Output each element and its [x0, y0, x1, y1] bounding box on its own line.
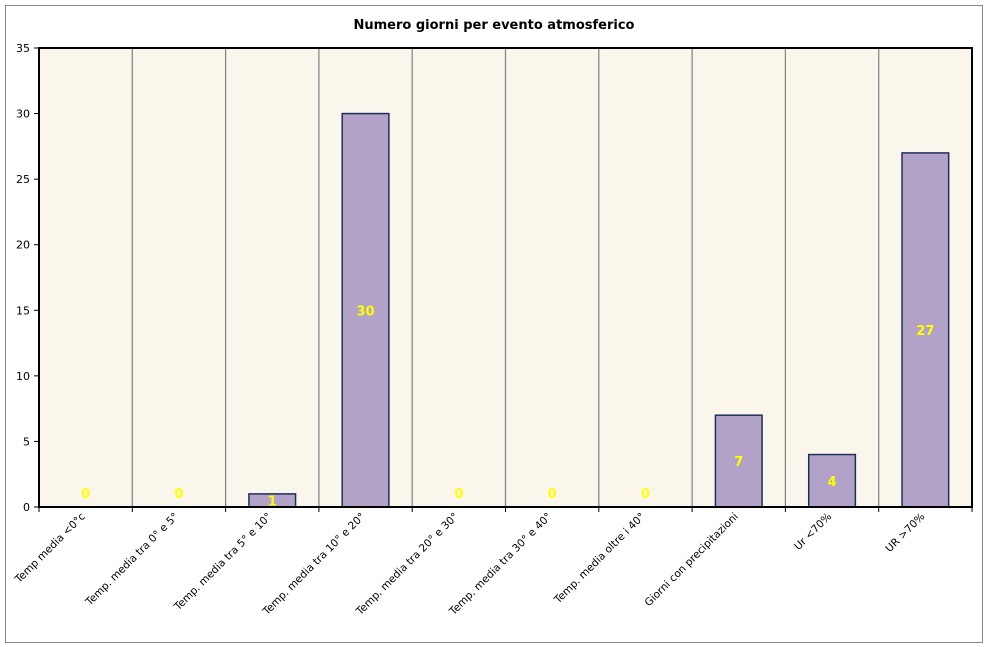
data-label: 0 — [454, 487, 463, 502]
x-tick-label: Giorni con precipitazioni — [642, 511, 740, 609]
y-tick-label: 30 — [16, 108, 30, 121]
x-tick-label: UR >70% — [883, 511, 927, 555]
x-tick-label: Temp. media oltre i 40° — [551, 511, 647, 607]
data-label: 27 — [916, 324, 934, 339]
chart-svg: Numero giorni per evento atmosferico 0 0 1… — [12, 18, 973, 619]
data-label: 0 — [174, 487, 183, 502]
bar — [901, 152, 950, 508]
data-labels: 0 0 1 30 0 0 0 7 4 27 — [81, 304, 934, 509]
x-tick-label: Temp. media tra 30° e 40° — [447, 511, 555, 619]
data-label: 7 — [734, 455, 743, 470]
x-tick-label: Temp media <0°c — [12, 510, 88, 586]
data-label: 0 — [641, 487, 650, 502]
bar — [341, 112, 390, 508]
y-axis: 0 5 10 15 20 25 30 35 — [16, 42, 39, 514]
bar — [714, 414, 763, 508]
x-tick-label: Temp. media tra 20° e 30° — [353, 511, 461, 619]
y-tick-label: 5 — [23, 435, 30, 448]
chart-frame: Numero giorni per evento atmosferico 0 0 1… — [5, 5, 983, 643]
data-label: 1 — [268, 494, 277, 509]
x-tick-label: Temp. media tra 10° e 20° — [260, 511, 368, 619]
bar — [807, 453, 857, 508]
y-tick-label: 20 — [16, 239, 30, 252]
x-tick-label: Ur <70% — [792, 511, 834, 553]
x-tick-label: Temp. media tra 0° e 5° — [83, 511, 181, 609]
data-label: 30 — [357, 304, 375, 319]
y-tick-label: 15 — [16, 304, 30, 317]
bars — [248, 112, 950, 508]
chart-title: Numero giorni per evento atmosferico — [354, 18, 635, 33]
data-label: 4 — [828, 475, 837, 490]
gridlines — [131, 48, 880, 507]
y-tick-label: 25 — [16, 173, 30, 186]
y-tick-label: 10 — [16, 370, 30, 383]
y-tick-label: 35 — [16, 42, 30, 55]
y-tick-label: 0 — [23, 501, 30, 514]
data-label: 0 — [548, 487, 557, 502]
x-tick-label: Temp. media tra 5° e 10° — [171, 511, 274, 614]
data-label: 0 — [81, 487, 90, 502]
